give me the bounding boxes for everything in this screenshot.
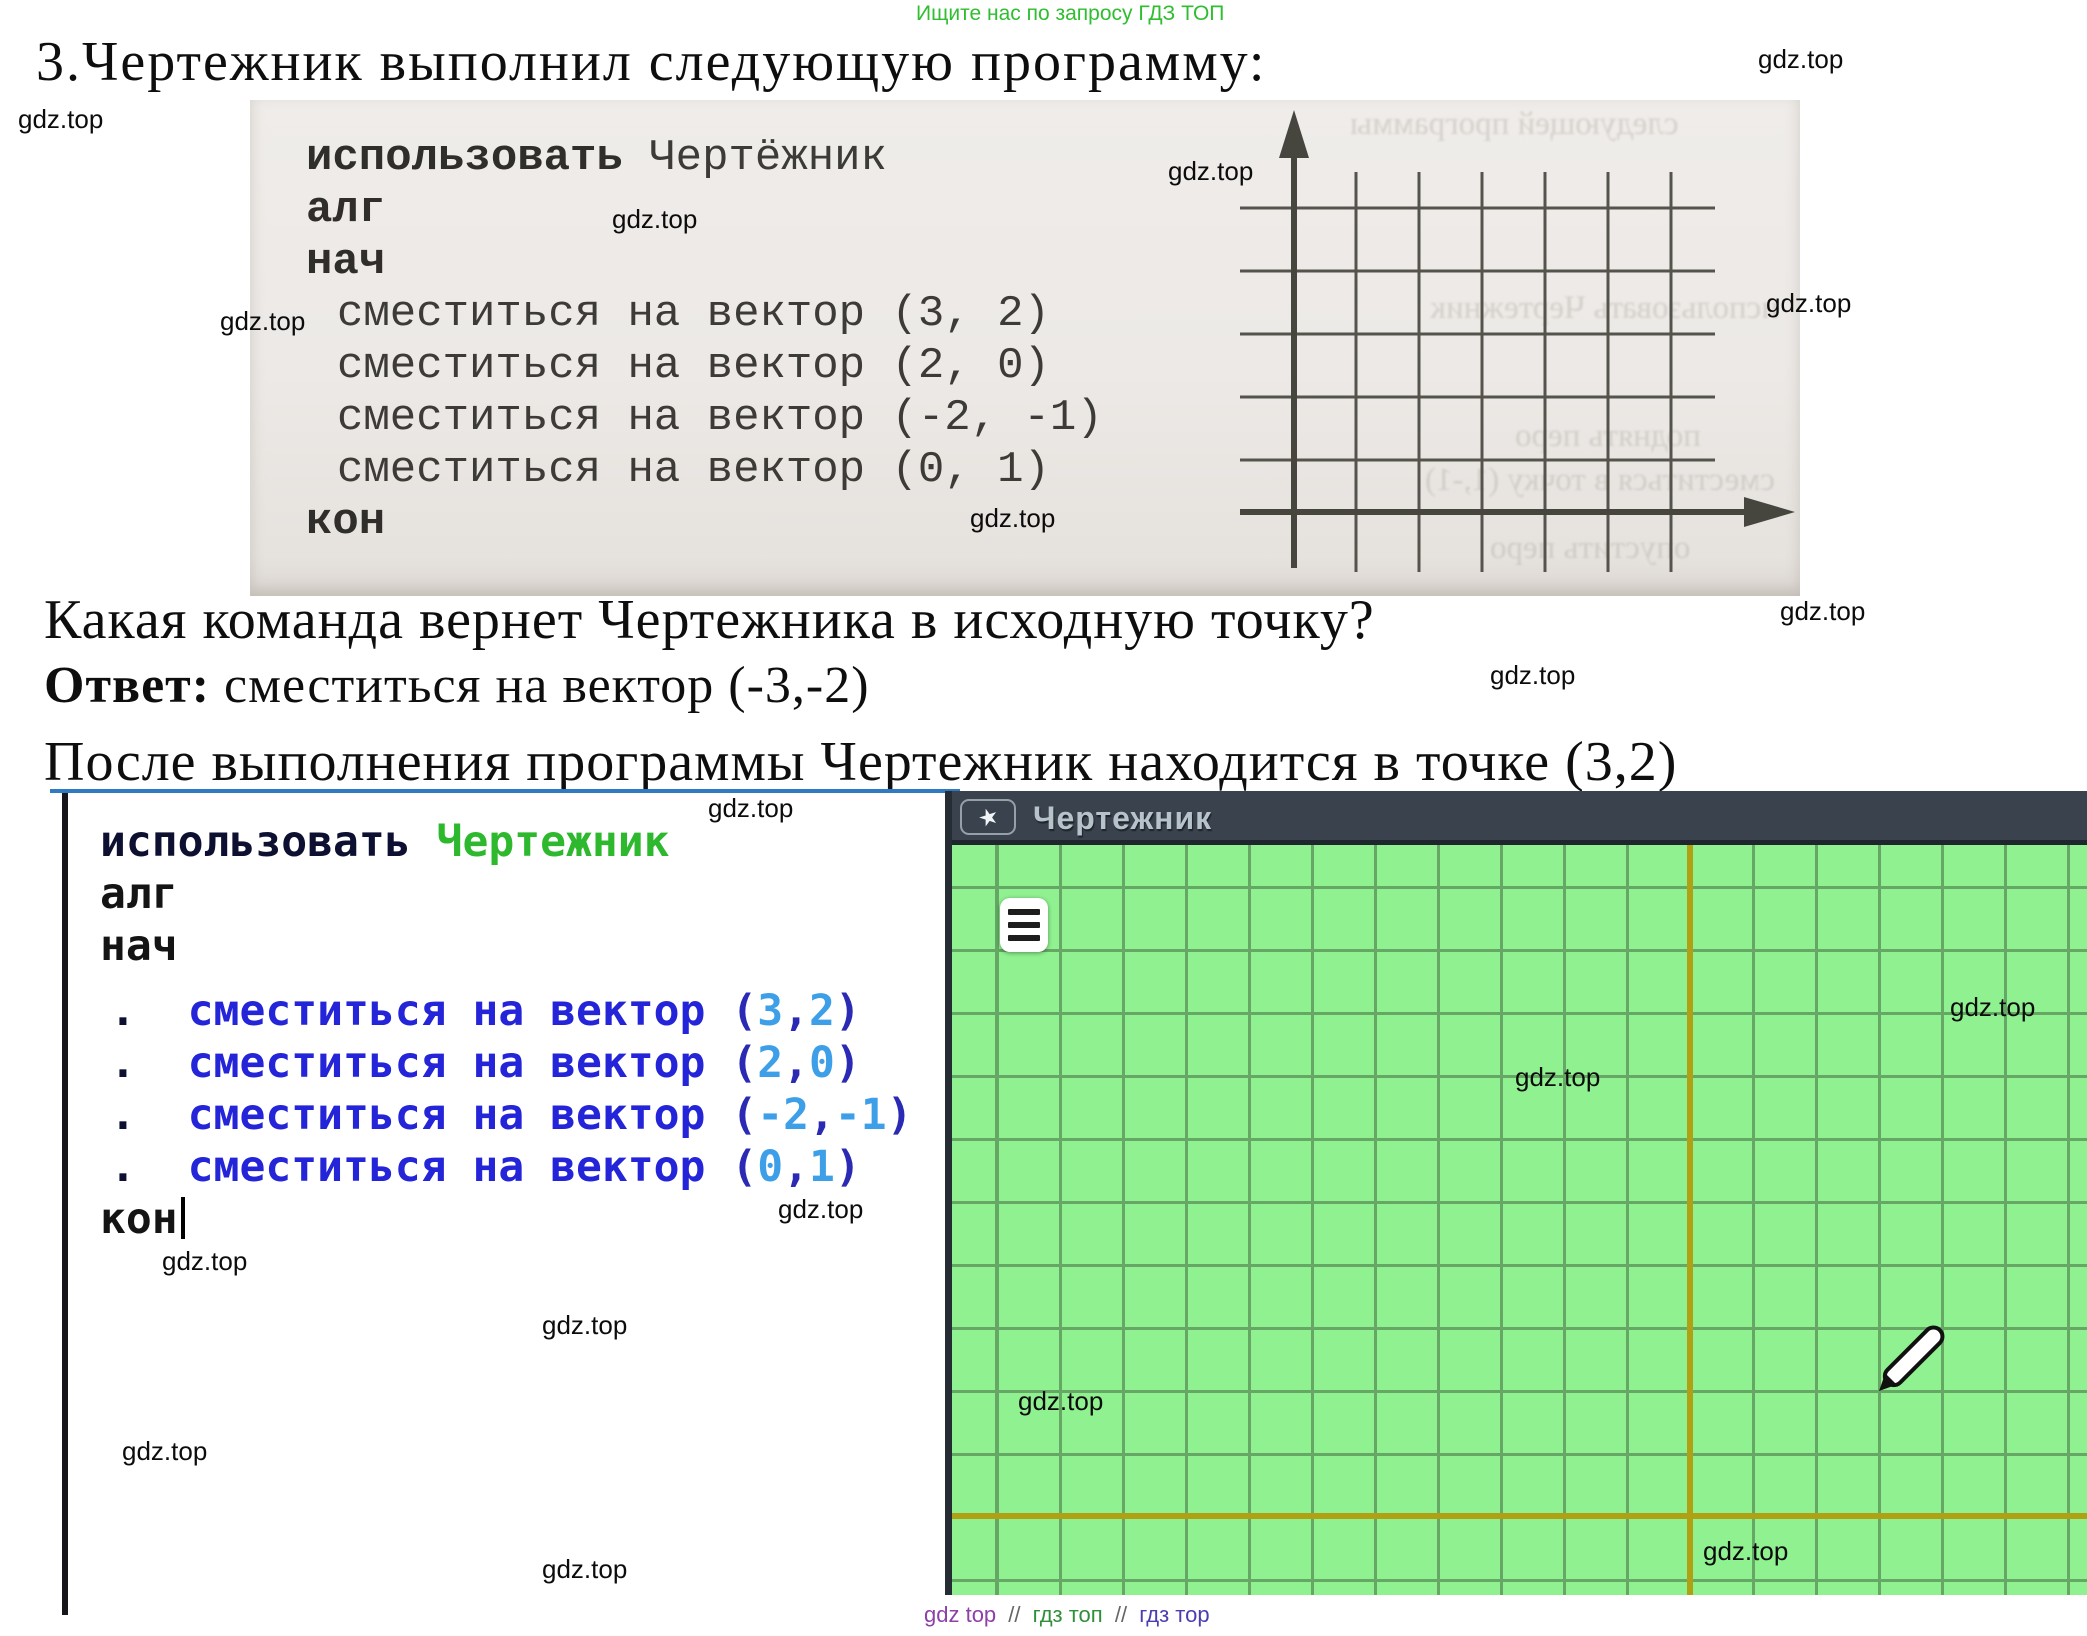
page-title: 3.Чертежник выполнил следующую программу… [36,31,1267,93]
hamburger-icon [1008,909,1040,915]
pushpin-icon: ★ [974,801,1002,833]
code-dot: . [110,986,136,1036]
hamburger-icon [1008,922,1040,928]
pen-pencil-icon [1879,1325,1945,1391]
watermark: gdz.top [970,503,1056,533]
field-menu-button[interactable] [1000,898,1048,952]
code-line: . сместиться на вектор (3,2) [110,986,861,1036]
scan-executor-name: Чертёжник [622,133,887,183]
code-line: использовать Чертежник [100,816,670,868]
code-line: кон [100,1193,185,1245]
draftsman-left-border [945,791,952,1595]
question-text: Какая команда вернет Чертежника в исходн… [44,589,1375,651]
watermark: gdz.top [1950,992,2036,1022]
footer-links: gdz top // гдз топ // гдз тор [924,1602,1210,1628]
footer-link-gdz-tor[interactable]: гдз тор [1139,1602,1210,1627]
editor-top-divider [50,789,960,793]
scan-coordinate-grid [1240,110,1795,572]
footer-separator: // [1114,1602,1128,1627]
answer-line: Ответ: сместиться на вектор (-3,-2) [44,656,870,715]
watermark: gdz.top [542,1554,628,1584]
draftsman-window-title: Чертежник [1033,800,1213,836]
watermark: gdz.top [612,204,698,234]
y-axis-arrow-icon [1279,110,1309,158]
answer-label: Ответ: [44,657,211,714]
watermark: gdz.top [1703,1536,1789,1566]
footer-link-gdz-top-ru[interactable]: гдз топ [1032,1602,1103,1627]
code-dot: . [110,1142,136,1192]
scan-code-line: сместиться на вектор (2, 0) [337,341,1050,391]
scan-code-line: кон [306,497,386,547]
field-y-axis [1687,845,1693,1595]
code-line: . сместиться на вектор (-2,-1) [110,1090,913,1140]
watermark: gdz.top [162,1246,248,1276]
watermark: gdz.top [1490,660,1576,690]
code-command: сместиться на вектор [187,1038,706,1088]
watermark: gdz.top [542,1310,628,1340]
watermark: gdz.top [220,306,306,336]
draftsman-window: ★ Чертежник [945,791,2087,1595]
code-executor-name: Чертежник [410,817,670,867]
scan-code-line: сместиться на вектор (0, 1) [337,445,1050,495]
code-line: . сместиться на вектор (0,1) [110,1142,861,1192]
result-line: После выполнения программы Чертежник нах… [44,731,1678,793]
scanned-textbook-image: следующей программы использовать Чертежн… [250,100,1800,596]
code-line: . сместиться на вектор (2,0) [110,1038,861,1088]
x-axis-arrow-icon [1744,497,1795,527]
scan-code-line: нач [306,237,386,287]
watermark: gdz.top [1780,596,1866,626]
scan-keyword: использовать [306,133,623,183]
kumir-code-editor[interactable]: использовать Чертежник алг нач . сместит… [70,793,945,1636]
code-line: алг [100,869,178,919]
footer-link-gdz-top[interactable]: gdz top [924,1602,997,1627]
field-x-axis [952,1513,2087,1519]
watermark: gdz.top [1758,44,1844,74]
scan-code-line: использовать Чертёжник [306,132,887,184]
watermark: gdz.top [1515,1062,1601,1092]
draftsman-titlebar[interactable]: ★ Чертежник [945,791,2087,845]
scan-code-line: сместиться на вектор (3, 2) [337,289,1050,339]
code-keyword: использовать [100,817,411,867]
pin-button[interactable]: ★ [960,799,1016,835]
code-line: нач [100,921,178,971]
code-command: сместиться на вектор [187,1090,706,1140]
hamburger-icon [1008,935,1040,941]
code-command: сместиться на вектор [187,1142,706,1192]
scan-program-listing: использовать Чертёжник алг нач сместитьс… [250,100,1800,596]
watermark: gdz.top [1168,156,1254,186]
footer-separator: // [1008,1602,1021,1627]
scan-code-line: сместиться на вектор (-2, -1) [337,393,1103,443]
watermark: gdz.top [122,1436,208,1466]
promo-link[interactable]: Ищите нас по запросу ГДЗ ТОП [916,2,1225,25]
watermark: gdz.top [1018,1386,1104,1416]
editor-left-border [62,793,68,1615]
draftsman-field [952,845,2087,1595]
scan-code-line: алг [306,185,386,235]
watermark: gdz.top [18,104,104,134]
code-command: сместиться на вектор [187,986,706,1036]
watermark: gdz.top [1766,288,1852,318]
text-cursor [180,1197,185,1239]
watermark: gdz.top [778,1194,864,1224]
watermark: gdz.top [708,793,794,823]
answer-value: сместиться на вектор (-3,-2) [210,657,870,714]
code-dot: . [110,1090,136,1140]
code-dot: . [110,1038,136,1088]
